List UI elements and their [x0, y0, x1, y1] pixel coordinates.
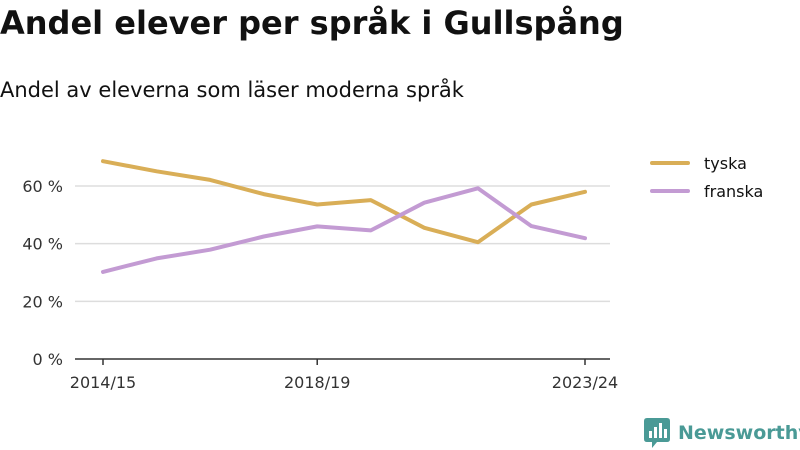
legend-swatch: [650, 189, 690, 193]
series-line-franska: [101, 186, 587, 274]
y-tick-label: 0 %: [33, 350, 63, 369]
legend-label: tyska: [704, 153, 747, 173]
x-axis: [75, 358, 610, 365]
y-tick-label: 40 %: [22, 235, 63, 254]
y-tick-label: 60 %: [22, 177, 63, 196]
legend-label: franska: [704, 181, 764, 201]
chart-subtitle: Andel av eleverna som läser moderna språ…: [0, 78, 464, 102]
gridlines: [75, 185, 610, 303]
brand: Newsworthy: [644, 418, 800, 448]
y-axis-tick-labels: 0 % 20 % 40 % 60 %: [22, 177, 63, 369]
legend-swatch: [650, 161, 690, 165]
x-tick-label: 2023/24: [552, 373, 618, 392]
x-axis-tick-labels: 2014/15 2018/19 2023/24: [70, 373, 618, 392]
series-lines: [101, 159, 587, 274]
y-tick-label: 20 %: [22, 292, 63, 311]
legend-item-tyska: tyska: [650, 149, 763, 177]
x-tick-label: 2018/19: [284, 373, 350, 392]
legend-item-franska: franska: [650, 177, 763, 205]
series-line-tyska: [101, 159, 587, 245]
chart-title: Andel elever per språk i Gullspång: [0, 4, 624, 42]
x-tick-label: 2014/15: [70, 373, 136, 392]
legend: tyska franska: [650, 149, 763, 205]
brand-name: Newsworthy: [678, 422, 800, 444]
newsworthy-logo-icon: [644, 418, 670, 448]
